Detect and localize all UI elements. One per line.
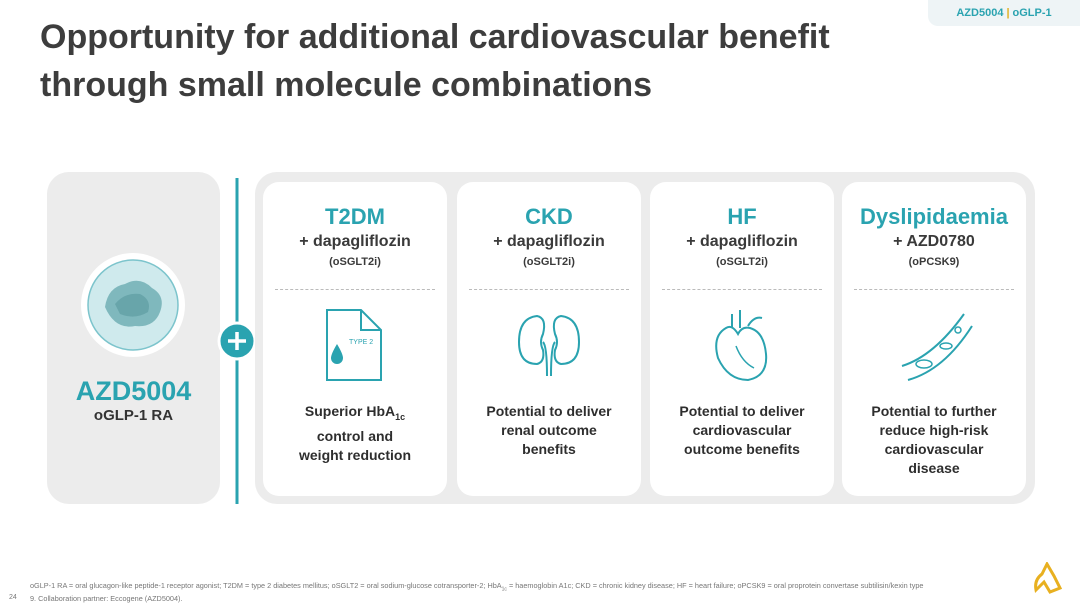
- card-combo: + AZD0780: [893, 233, 975, 250]
- kidney-icon: [517, 314, 581, 377]
- description-sub: 1c: [395, 411, 406, 422]
- description-line: reduce high-risk: [879, 422, 989, 438]
- description-line: Potential to further: [871, 403, 997, 419]
- footnote-sub: 1c: [501, 586, 507, 593]
- candidate-subtitle: oGLP-1 RA: [93, 407, 174, 424]
- description-line: cardiovascular: [692, 422, 792, 438]
- card-heading: HF: [727, 204, 757, 229]
- description-line: control and: [316, 427, 394, 444]
- description-line: Potential to deliver: [486, 403, 612, 419]
- description-line: weight reduction: [299, 446, 411, 463]
- logo: [1034, 562, 1062, 594]
- tag-class: oGLP-1: [1012, 7, 1052, 19]
- description-line: Superior HbA1c: [263, 402, 447, 427]
- card-description: Potential to further reduce high-risk card…: [842, 402, 1026, 478]
- description-line: renal outcome: [501, 422, 597, 438]
- card-class: (oSGLT2i): [716, 256, 768, 268]
- description-line: cardiovascular: [884, 441, 984, 457]
- divider: [662, 289, 822, 290]
- footnote-text: oGLP-1 RA = oral glucagon-like peptide-1…: [30, 581, 502, 590]
- card-class: (oPCSK9): [908, 256, 960, 268]
- card-description: Potential to deliver renal outcome benefit…: [457, 402, 641, 459]
- tag-product: AZD5004: [956, 7, 1004, 19]
- divider: [275, 289, 435, 290]
- tag-separator: |: [1006, 7, 1010, 19]
- divider: [469, 289, 629, 290]
- card-heading: CKD: [525, 204, 573, 229]
- card-heading: Dyslipidaemia: [860, 204, 1008, 229]
- footnote-text: = haemoglobin A1c; CKD = chronic kidney …: [30, 581, 924, 604]
- card: T2DM + dapagliflozin (oSGLT2i) TYPE 2 Superi…: [263, 182, 447, 496]
- document-icon: TYPE 2: [326, 309, 382, 381]
- candidate-name: AZD5004: [75, 376, 192, 406]
- card-description: Potential to deliver cardiovascular outcom…: [650, 402, 834, 459]
- description-line: outcome benefits: [684, 441, 800, 457]
- card-class: (oSGLT2i): [523, 256, 575, 268]
- card-heading: T2DM: [325, 204, 385, 229]
- description-text: Superior HbA: [304, 403, 396, 419]
- card: HF + dapagliflozin (oSGLT2i) Potential to d…: [650, 182, 834, 496]
- card-combo: + dapagliflozin: [493, 233, 605, 250]
- page-number: 24: [9, 594, 17, 601]
- description-line: benefits: [522, 441, 576, 457]
- card-description: Superior HbA1c control and weight reductio…: [263, 402, 447, 465]
- connector: [217, 178, 257, 504]
- card: Dyslipidaemia + AZD0780 (oPCSK9) Potential …: [842, 182, 1026, 496]
- heart-icon: [715, 310, 768, 382]
- title-line: Opportunity for additional cardiovascula…: [40, 18, 830, 56]
- divider: [854, 289, 1014, 290]
- card-combo: + dapagliflozin: [299, 233, 411, 250]
- artery-icon: [901, 313, 973, 381]
- card-combo: + dapagliflozin: [686, 233, 798, 250]
- description-line: disease: [908, 460, 960, 476]
- description-line: Potential to deliver: [679, 403, 805, 419]
- tag: AZD5004 | oGLP-1: [928, 0, 1080, 26]
- title-line: through small molecule combinations: [40, 66, 653, 104]
- icon-label: TYPE 2: [349, 339, 373, 346]
- footnote: oGLP-1 RA = oral glucagon-like peptide-1…: [30, 581, 930, 604]
- molecule-icon: [81, 253, 185, 357]
- card: CKD + dapagliflozin (oSGLT2i) Potential to …: [457, 182, 641, 496]
- card-class: (oSGLT2i): [329, 256, 381, 268]
